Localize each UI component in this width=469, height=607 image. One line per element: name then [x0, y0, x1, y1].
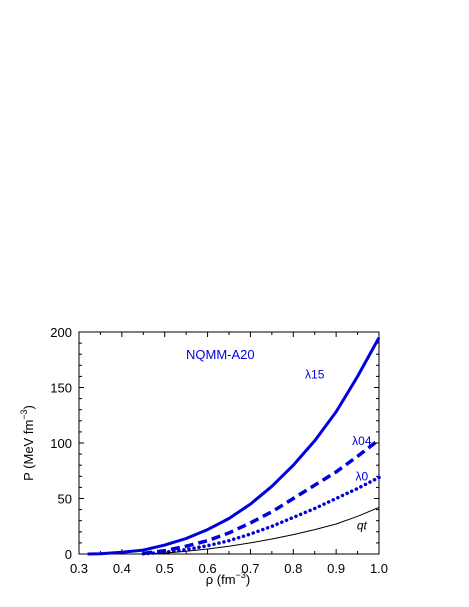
y-tick-label: 0 — [65, 547, 72, 562]
x-tick-label: 0.6 — [199, 561, 217, 576]
series-label-3: qt — [357, 519, 368, 533]
y-axis-title-sup: −3 — [19, 409, 29, 419]
y-tick-label: 50 — [58, 492, 72, 507]
y-tick-label: 150 — [50, 381, 72, 396]
y-tick-label: 100 — [50, 436, 72, 451]
series-labels: λ15 λ04 λ0 qt — [305, 368, 372, 533]
y-axis-title-end: ) — [21, 405, 36, 409]
series-line-1 — [143, 438, 381, 556]
x-tick-label: 0.8 — [284, 561, 302, 576]
chart-title: NQMM-A20 — [186, 347, 255, 362]
x-tick-label: 0.7 — [241, 561, 259, 576]
series-line-3 — [143, 506, 380, 555]
y-axis-title: P (MeV fm−3) — [19, 405, 36, 481]
x-tick-label: 0.5 — [156, 561, 174, 576]
series-group — [87, 336, 381, 556]
axis-ticks — [78, 331, 380, 555]
series-line-2 — [141, 475, 381, 556]
y-tick-label: 200 — [50, 325, 72, 340]
x-axis-title-base: ρ (fm — [206, 572, 236, 587]
series-line-0 — [87, 336, 381, 556]
x-axis-title-end: ) — [246, 572, 250, 587]
tick-labels: 0.3 0.4 0.5 0.6 0.7 0.8 0.9 1.0 0 50 100 150 200 — [50, 325, 388, 576]
series-label-1: λ04 — [352, 434, 372, 448]
x-tick-label: 0.9 — [327, 561, 345, 576]
series-label-2: λ0 — [356, 470, 369, 484]
x-axis-title: ρ (fm−3) — [206, 570, 250, 587]
x-tick-label: 1.0 — [370, 561, 388, 576]
series-label-0: λ15 — [305, 368, 325, 382]
x-tick-label: 0.4 — [113, 561, 131, 576]
plot-frame — [78, 331, 380, 555]
x-axis-title-sup: −3 — [236, 570, 246, 580]
y-axis-title-base: P (MeV fm — [21, 420, 36, 481]
x-tick-label: 0.3 — [70, 561, 88, 576]
